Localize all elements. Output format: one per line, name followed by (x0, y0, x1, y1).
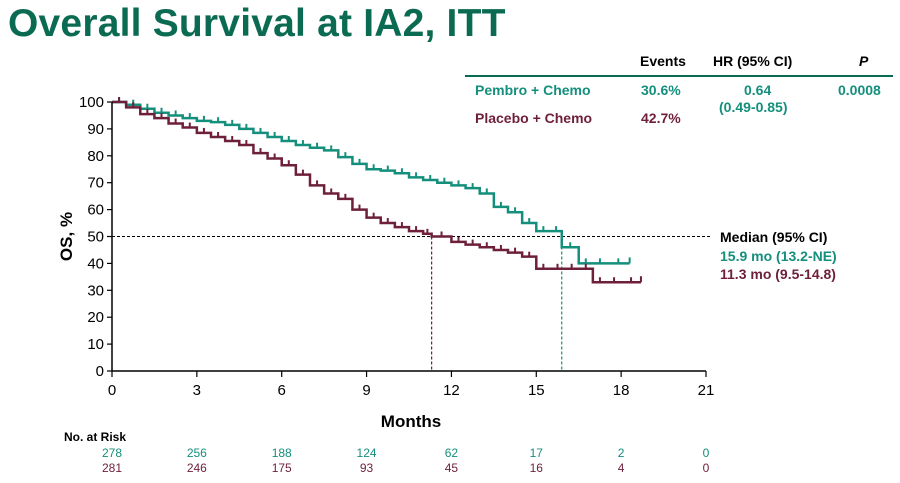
at-risk-pembro: 256 (186, 446, 207, 460)
x-axis-label: Months (381, 412, 441, 431)
at-risk-pembro: 2 (617, 446, 625, 460)
at-risk-pembro: 62 (444, 446, 459, 460)
at-risk-title: No. at Risk (64, 430, 127, 444)
x-tick-label: 9 (362, 382, 370, 399)
y-tick-label: 90 (87, 121, 104, 138)
p-value: 0.0008 (838, 82, 881, 98)
arm-label-pembro: Pembro + Chemo (475, 82, 591, 98)
y-tick-label: 20 (87, 309, 104, 326)
y-tick-label: 80 (87, 148, 104, 165)
p-header: P (859, 53, 869, 69)
table-divider (465, 75, 893, 77)
y-tick-label: 70 (87, 175, 104, 192)
x-tick-label: 15 (528, 382, 545, 399)
x-tick-label: 21 (698, 382, 715, 399)
hr-value: 0.64 (744, 82, 772, 98)
at-risk-pembro: 188 (271, 446, 292, 460)
censor-ticks-pembro (118, 97, 631, 264)
hr-ci: (0.49-0.85) (719, 99, 788, 115)
at-risk-placebo: 93 (359, 461, 374, 475)
at-risk-pembro: 17 (529, 446, 543, 460)
at-risk-pembro: 278 (101, 446, 123, 460)
y-tick-label: 50 (87, 229, 104, 246)
km-curve-pembro (112, 100, 630, 265)
y-tick-label: 100 (79, 94, 104, 111)
at-risk-placebo: 0 (702, 461, 710, 475)
arm-label-placebo: Placebo + Chemo (475, 110, 593, 126)
y-tick-label: 10 (87, 336, 104, 353)
x-tick-label: 12 (443, 382, 460, 399)
events-placebo: 42.7% (641, 110, 681, 126)
at-risk-placebo: 175 (271, 461, 292, 475)
median-title: Median (95% CI) (720, 229, 828, 245)
events-pembro: 30.6% (641, 82, 681, 98)
x-tick-label: 18 (613, 382, 630, 399)
x-tick-label: 0 (108, 382, 116, 399)
at-risk-pembro: 0 (702, 446, 710, 460)
y-tick-label: 40 (87, 255, 104, 272)
y-axis-label: OS, % (57, 212, 76, 261)
median-placebo: 11.3 mo (9.5-14.8) (720, 266, 836, 282)
page-title: Overall Survival at IA2, ITT (8, 2, 506, 45)
at-risk-placebo: 45 (444, 461, 459, 475)
at-risk-placebo: 16 (529, 461, 543, 475)
y-tick-label: 60 (87, 202, 104, 219)
y-tick-label: 30 (87, 282, 104, 299)
median-pembro: 15.9 mo (13.2-NE) (720, 248, 837, 264)
at-risk-pembro: 124 (356, 446, 377, 460)
at-risk-placebo: 4 (617, 461, 625, 475)
x-tick-label: 6 (278, 382, 286, 399)
hr-header: HR (95% CI) (713, 53, 793, 69)
y-tick-label: 0 (96, 363, 104, 380)
x-tick-label: 3 (193, 382, 201, 399)
km-curve-placebo (112, 100, 641, 284)
at-risk-placebo: 246 (186, 461, 207, 475)
events-header: Events (640, 53, 686, 69)
at-risk-placebo: 281 (101, 461, 123, 475)
censor-ticks-placebo (118, 97, 642, 283)
